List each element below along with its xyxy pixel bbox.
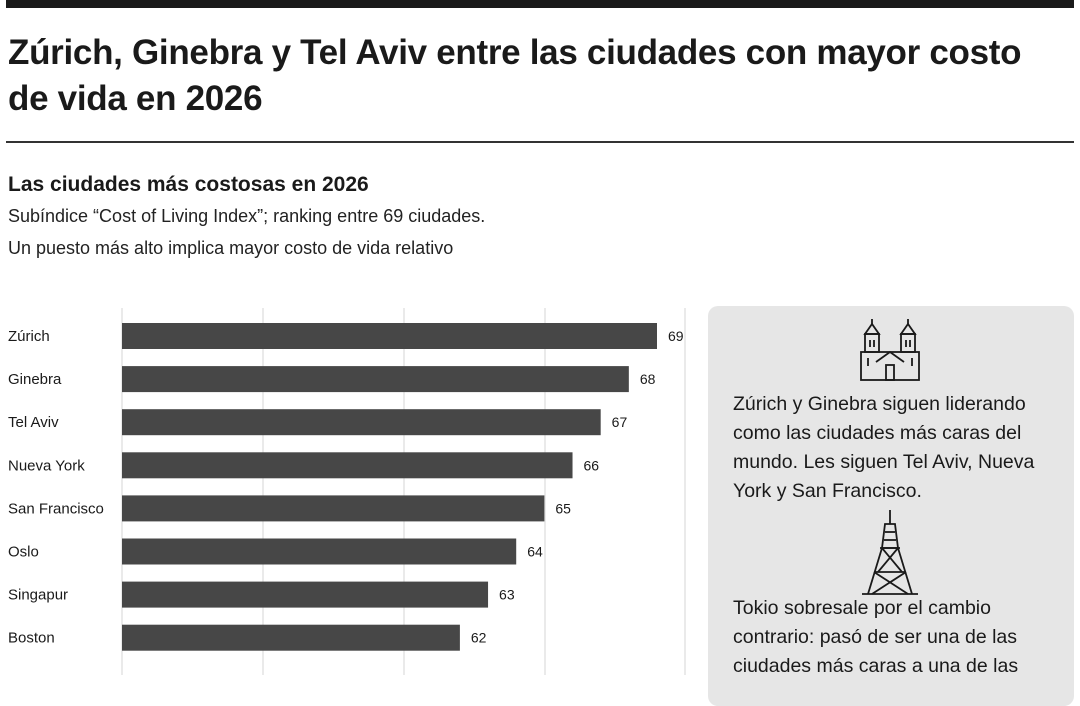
category-label: Boston xyxy=(8,630,55,647)
chart-bars xyxy=(122,323,657,651)
bar-chart: Zúrich 69 Ginebra 68 Tel Aviv 67 Nueva York 66 S… xyxy=(8,308,686,675)
bar xyxy=(122,581,489,608)
side-text-2: Tokio sobresale por el cambio contrario:… xyxy=(733,597,1019,677)
bar xyxy=(122,538,517,565)
category-label: Ginebra xyxy=(8,371,62,388)
bar xyxy=(122,452,573,479)
value-label: 66 xyxy=(584,457,600,473)
bar xyxy=(122,323,657,349)
bar xyxy=(122,624,460,651)
chart-labels: Zúrich 69 Ginebra 68 Tel Aviv 67 Nueva York 66 S… xyxy=(8,328,684,647)
headline: Zúrich, Ginebra y Tel Aviv entre las ciu… xyxy=(8,33,1022,118)
tokyo-tower-icon xyxy=(862,510,918,595)
value-label: 65 xyxy=(555,500,571,516)
side-text-1: Zúrich y Ginebra siguen liderando como l… xyxy=(733,393,1035,502)
side-panel: Zúrich y Ginebra siguen liderando como l… xyxy=(708,306,1074,706)
value-label: 67 xyxy=(612,414,628,430)
category-label: Singapur xyxy=(8,587,68,604)
bar xyxy=(122,495,545,522)
chart-note-line-2: Un puesto más alto implica mayor costo d… xyxy=(8,238,454,258)
category-label: Tel Aviv xyxy=(8,414,59,431)
category-label: Oslo xyxy=(8,544,39,561)
category-label: Nueva York xyxy=(8,457,85,474)
top-rule xyxy=(6,0,1074,8)
value-label: 69 xyxy=(668,328,684,344)
value-label: 64 xyxy=(527,544,543,560)
category-label: Zúrich xyxy=(8,328,50,345)
value-label: 68 xyxy=(640,371,656,387)
chart-note-line-1: Subíndice “Cost of Living Index”; rankin… xyxy=(8,206,486,226)
bar xyxy=(122,409,601,436)
cathedral-icon xyxy=(860,319,920,381)
value-label: 63 xyxy=(499,587,515,603)
value-label: 62 xyxy=(471,630,487,646)
chart-subtitle: Las ciudades más costosas en 2026 xyxy=(8,173,369,196)
headline-divider xyxy=(6,141,1074,143)
category-label: San Francisco xyxy=(8,500,104,517)
chart-gridlines xyxy=(121,308,686,675)
bar xyxy=(122,366,629,393)
